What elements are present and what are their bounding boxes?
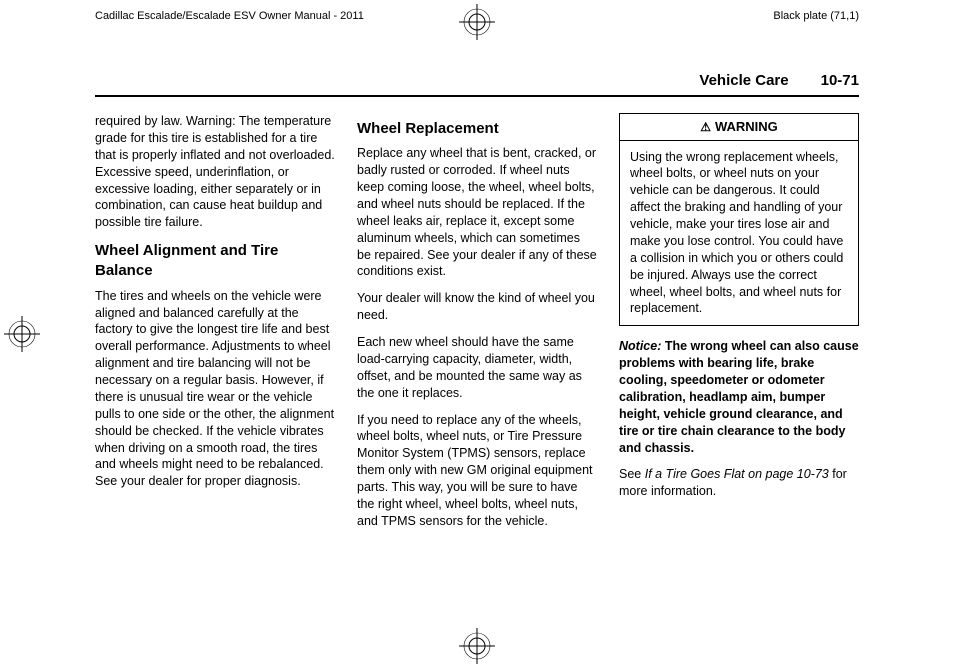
notice-paragraph: Notice: The wrong wheel can also cause p… bbox=[619, 338, 859, 456]
body-text: If you need to replace any of the wheels… bbox=[357, 412, 597, 530]
notice-body: The wrong wheel can also cause problems … bbox=[619, 339, 859, 454]
body-text: The tires and wheels on the vehicle were… bbox=[95, 288, 335, 491]
body-text: Your dealer will know the kind of wheel … bbox=[357, 290, 597, 324]
body-text: Replace any wheel that is bent, cracked,… bbox=[357, 145, 597, 280]
warning-triangle-icon: ⚠ bbox=[700, 119, 711, 135]
page-header: Vehicle Care 10-71 bbox=[95, 72, 859, 97]
registration-mark-top bbox=[459, 4, 495, 40]
section-title: Vehicle Care bbox=[699, 72, 788, 89]
registration-mark-bottom bbox=[459, 628, 495, 664]
body-text: required by law. Warning: The temperatur… bbox=[95, 113, 335, 231]
plate-label: Black plate (71,1) bbox=[773, 10, 859, 22]
heading-alignment-balance: Wheel Alignment and Tire Balance bbox=[95, 241, 335, 282]
warning-box: ⚠ WARNING Using the wrong replacement whe… bbox=[619, 113, 859, 326]
body-text: Each new wheel should have the same load… bbox=[357, 334, 597, 402]
warning-title: ⚠ WARNING bbox=[620, 114, 858, 141]
page-number: 10-71 bbox=[821, 72, 859, 89]
column-2: Wheel Replacement Replace any wheel that… bbox=[357, 113, 597, 540]
notice-label: Notice: bbox=[619, 339, 661, 353]
warning-label: WARNING bbox=[715, 119, 778, 134]
cross-reference: See If a Tire Goes Flat on page 10-73 fo… bbox=[619, 466, 859, 500]
see-prefix: See bbox=[619, 467, 645, 481]
see-link: If a Tire Goes Flat on page 10-73 bbox=[645, 467, 829, 481]
warning-body: Using the wrong replacement wheels, whee… bbox=[620, 141, 858, 326]
column-1: required by law. Warning: The temperatur… bbox=[95, 113, 335, 540]
column-3: ⚠ WARNING Using the wrong replacement whe… bbox=[619, 113, 859, 540]
heading-wheel-replacement: Wheel Replacement bbox=[357, 119, 597, 139]
doc-title: Cadillac Escalade/Escalade ESV Owner Man… bbox=[95, 10, 364, 22]
content-columns: required by law. Warning: The temperatur… bbox=[95, 113, 859, 540]
registration-mark-left bbox=[4, 316, 40, 352]
page-content: Vehicle Care 10-71 required by law. Warn… bbox=[95, 72, 859, 628]
